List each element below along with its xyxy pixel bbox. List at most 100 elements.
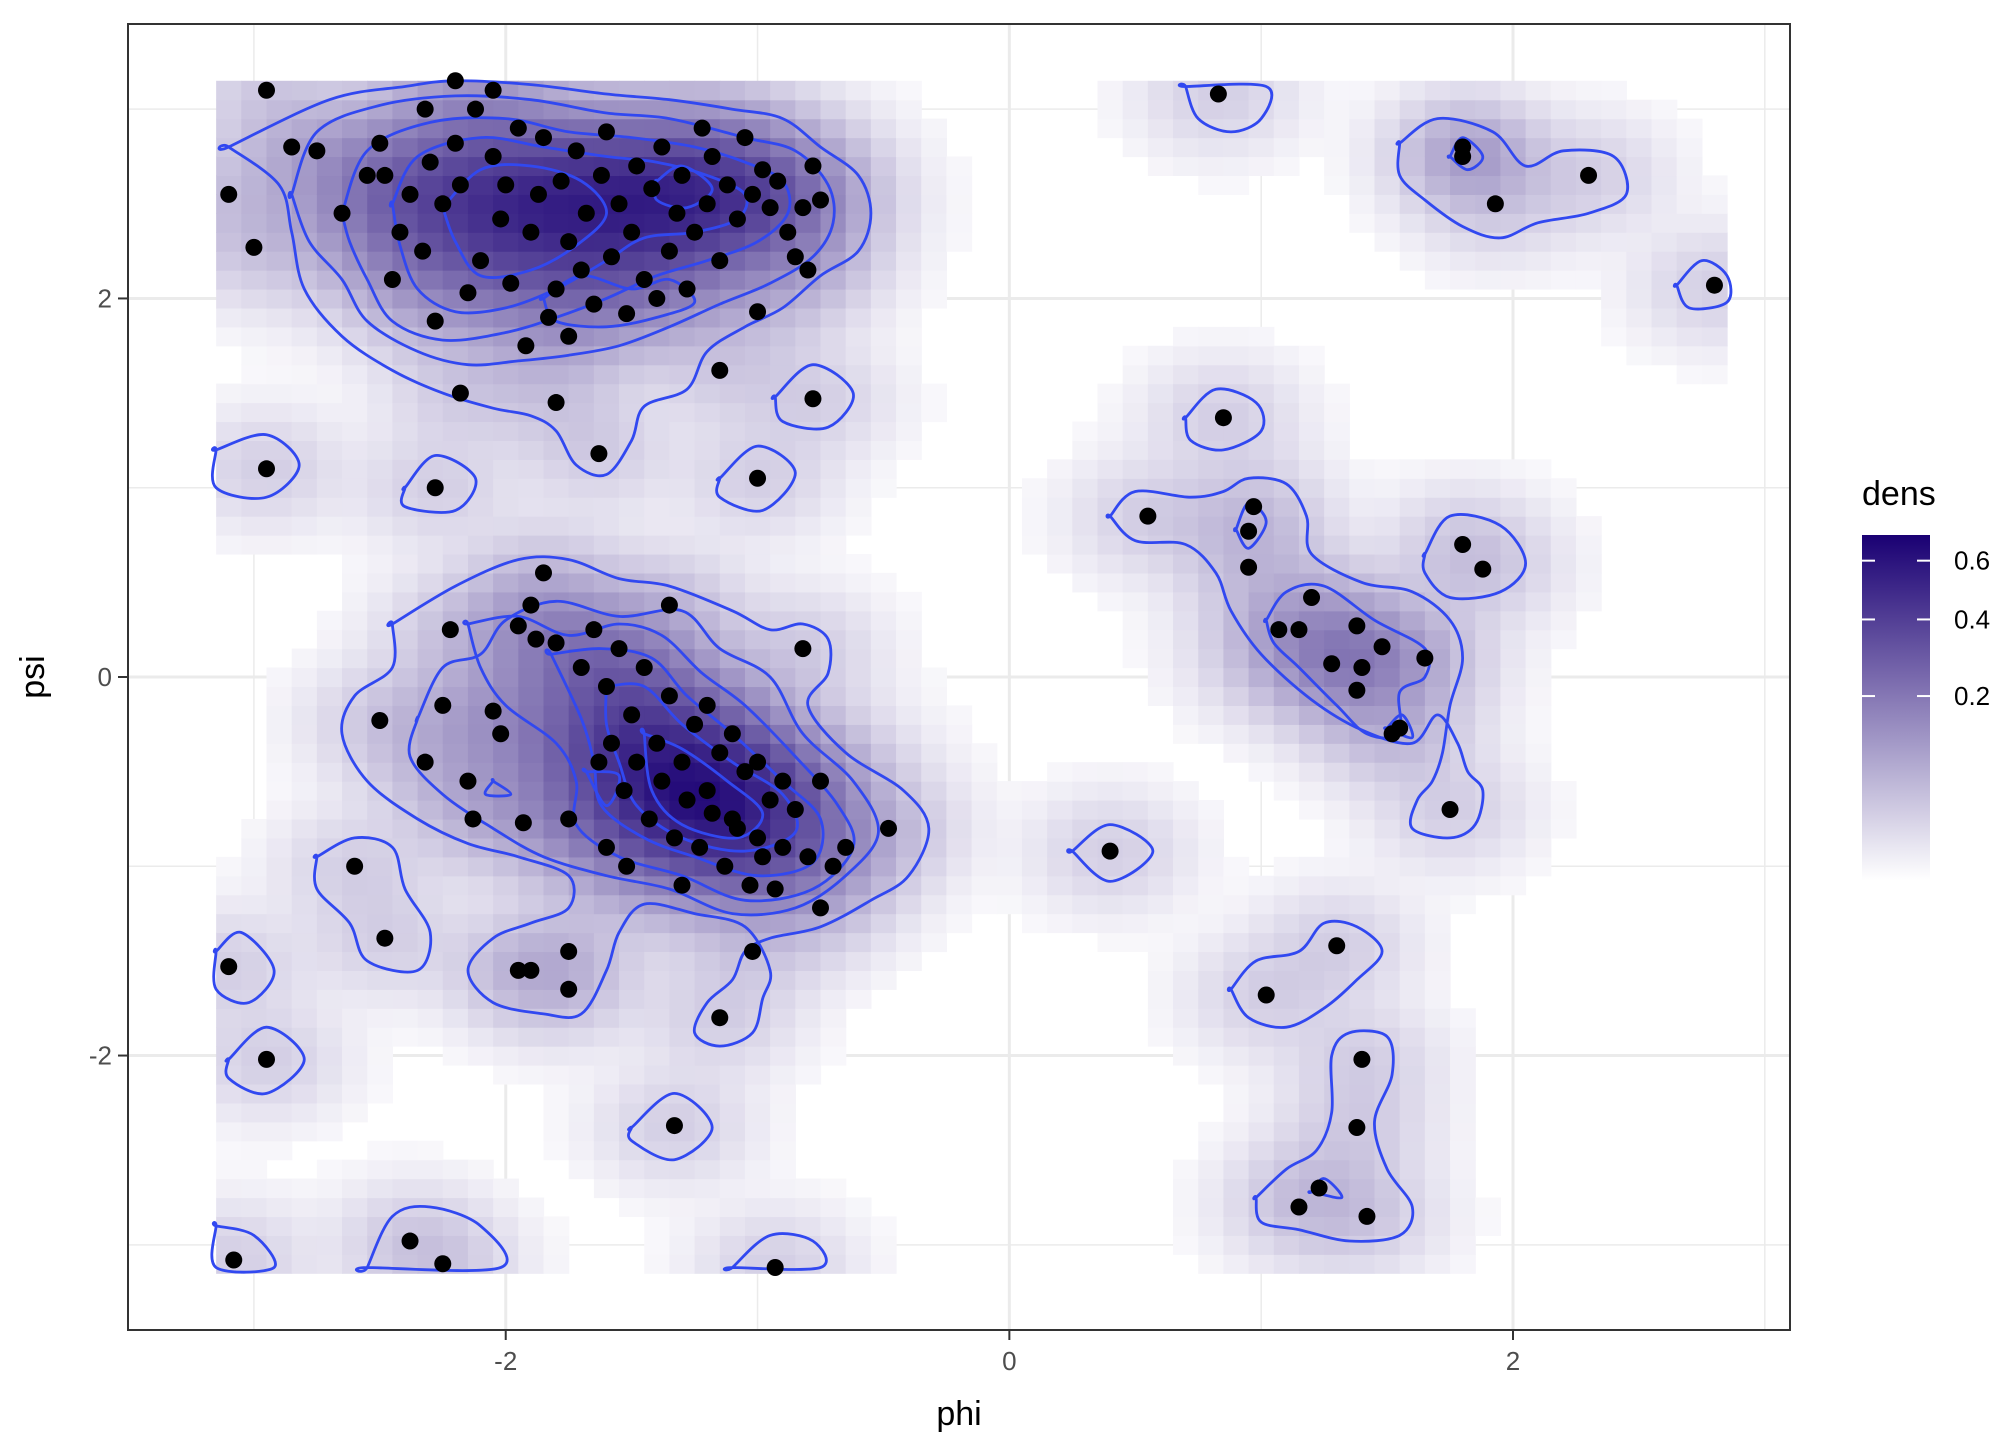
density-cell xyxy=(1173,818,1199,839)
density-cell xyxy=(1399,951,1426,971)
density-cell xyxy=(669,648,696,669)
density-cell xyxy=(1525,610,1552,631)
density-cell xyxy=(770,421,796,442)
density-cell xyxy=(896,743,922,763)
density-cell xyxy=(1047,553,1073,574)
density-cell xyxy=(770,1027,796,1047)
density-cell xyxy=(493,1197,519,1218)
density-cell xyxy=(316,326,343,347)
density-cell xyxy=(719,1046,746,1066)
density-cell xyxy=(694,648,721,669)
density-cell xyxy=(719,402,746,423)
density-cell xyxy=(467,989,494,1009)
density-cell xyxy=(1324,837,1350,858)
scatter-point xyxy=(1454,536,1472,554)
density-cell xyxy=(1374,137,1401,158)
density-cell xyxy=(744,1197,771,1218)
density-cell xyxy=(1475,705,1502,725)
density-cell xyxy=(744,648,771,669)
density-cell xyxy=(1147,667,1174,688)
density-cell xyxy=(770,951,796,971)
density-cell xyxy=(946,724,973,744)
density-cell xyxy=(1273,781,1300,801)
density-cell xyxy=(770,1216,796,1236)
density-cell xyxy=(744,326,771,347)
density-cell xyxy=(1198,516,1225,536)
density-cell xyxy=(1223,421,1250,442)
density-cell xyxy=(266,1027,293,1047)
density-cell xyxy=(467,686,494,706)
density-cell xyxy=(442,364,469,385)
density-cell xyxy=(694,1046,721,1066)
density-cell xyxy=(266,989,293,1009)
density-cell xyxy=(1601,80,1627,101)
scatter-point xyxy=(698,195,716,213)
density-cell xyxy=(241,951,268,971)
density-cell xyxy=(946,800,973,820)
density-cell xyxy=(543,1254,570,1274)
density-cell xyxy=(795,1027,822,1047)
density-cell xyxy=(266,383,293,404)
density-cell xyxy=(467,724,494,744)
density-cell xyxy=(1298,1065,1325,1085)
density-cell xyxy=(467,497,494,517)
density-contour xyxy=(1383,713,1415,740)
density-cell xyxy=(1626,270,1653,290)
density-cell xyxy=(1349,175,1376,195)
density-cell xyxy=(266,270,293,290)
density-cell xyxy=(568,364,595,385)
density-cell xyxy=(669,1254,696,1274)
density-cell xyxy=(820,1216,847,1236)
density-cell xyxy=(1097,99,1124,120)
density-cell xyxy=(1450,856,1476,877)
density-cell xyxy=(266,516,293,536)
density-cell xyxy=(1173,800,1199,820)
density-cell xyxy=(442,894,469,915)
density-cell xyxy=(694,951,721,971)
density-cell xyxy=(543,478,570,498)
density-cell xyxy=(316,989,343,1009)
density-cell xyxy=(1450,497,1476,517)
density-cell xyxy=(593,213,620,233)
density-cell xyxy=(1450,667,1476,688)
density-cell xyxy=(1424,875,1451,896)
density-cell xyxy=(1349,989,1376,1009)
scatter-point xyxy=(371,712,389,730)
density-cell xyxy=(820,270,847,290)
density-cell xyxy=(493,194,519,214)
density-cell xyxy=(1122,629,1149,650)
density-cell xyxy=(1273,1235,1300,1255)
density-cell xyxy=(1298,459,1325,479)
scatter-point xyxy=(567,142,585,160)
density-cell xyxy=(467,743,494,763)
density-cell xyxy=(543,743,570,763)
density-cell xyxy=(442,1216,469,1236)
density-cell xyxy=(1525,194,1552,214)
density-contour xyxy=(1421,513,1528,601)
density-cell xyxy=(593,818,620,839)
density-cell xyxy=(971,743,998,763)
density-cell xyxy=(593,516,620,536)
density-cell xyxy=(644,535,671,555)
density-cell xyxy=(1424,1083,1451,1104)
density-cell xyxy=(543,1121,570,1142)
density-cell xyxy=(342,762,368,782)
density-cell xyxy=(719,837,746,858)
density-cell xyxy=(241,894,268,915)
density-cell xyxy=(1248,951,1275,971)
density-cell xyxy=(291,440,318,460)
density-cell xyxy=(795,553,822,574)
density-cell xyxy=(568,497,595,517)
density-cell xyxy=(744,1102,771,1123)
density-cell xyxy=(619,1197,645,1218)
density-cell xyxy=(694,762,721,782)
scatter-point xyxy=(1353,1050,1371,1068)
density-cell xyxy=(1324,1140,1350,1161)
x-tick-label: -2 xyxy=(494,1346,517,1376)
density-cell xyxy=(467,232,494,252)
scatter-point xyxy=(467,100,485,118)
density-cell xyxy=(593,1046,620,1066)
density-cell xyxy=(770,1008,796,1028)
density-cell xyxy=(316,288,343,309)
density-cell xyxy=(1147,1008,1174,1028)
